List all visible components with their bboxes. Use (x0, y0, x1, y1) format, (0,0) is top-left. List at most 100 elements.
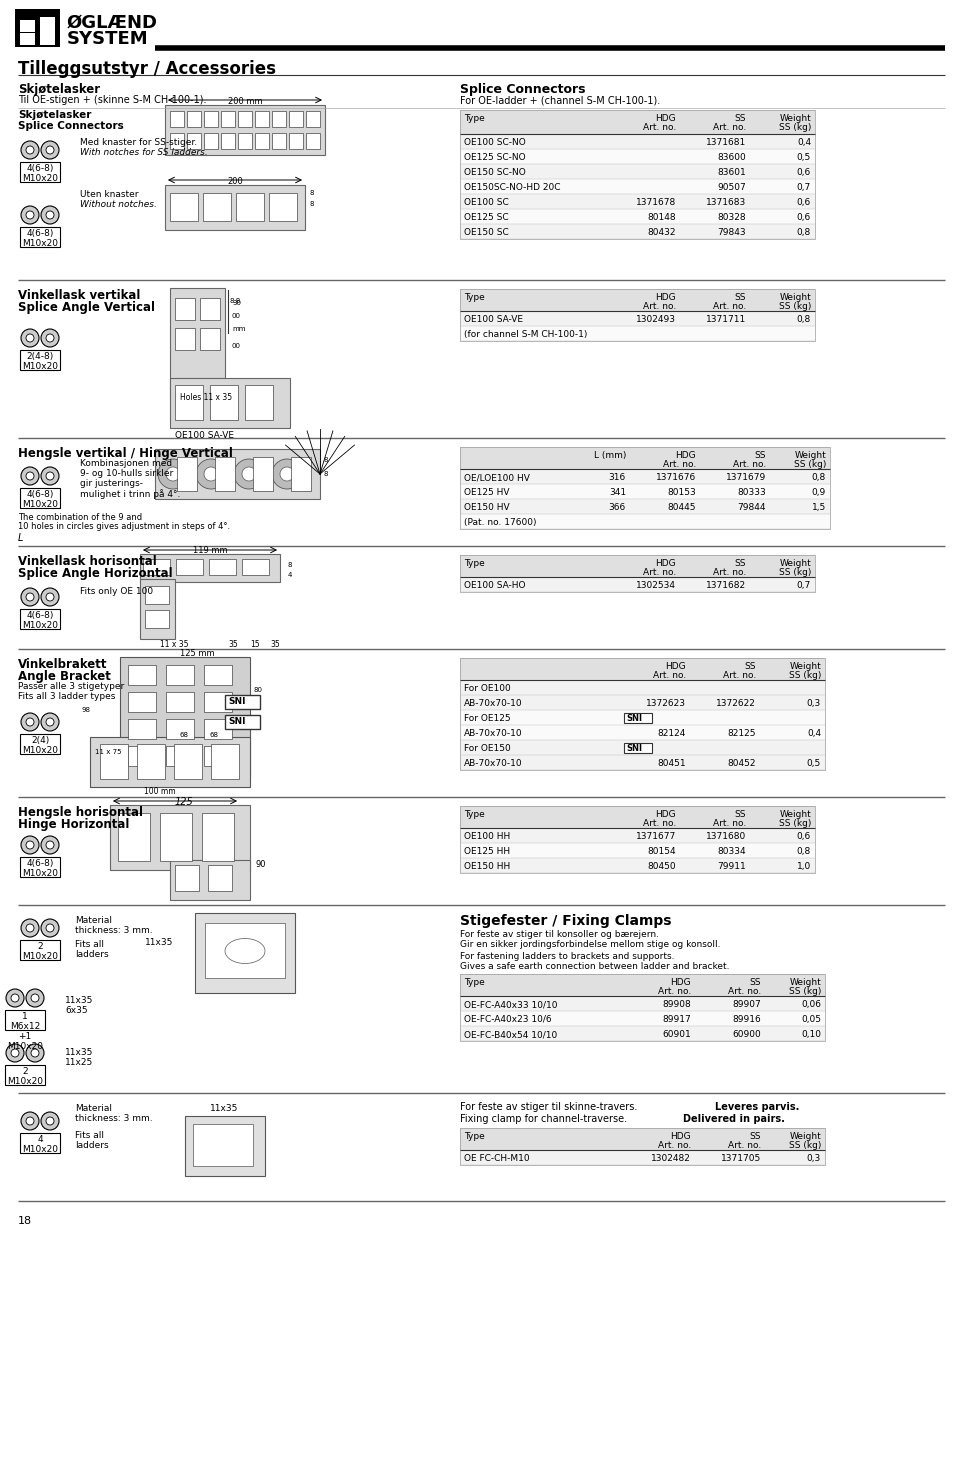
Bar (460, 578, 815, 592)
Bar (204, 664, 232, 685)
Text: 89916: 89916 (732, 1014, 761, 1025)
Circle shape (46, 472, 54, 481)
Bar (15, 22, 45, 29)
Text: 8: 8 (288, 562, 293, 567)
Text: Art. no.: Art. no. (728, 1141, 761, 1150)
Text: OE125 HV: OE125 HV (464, 488, 510, 497)
Text: 100 mm: 100 mm (144, 786, 176, 795)
Bar (221, 132, 235, 148)
Circle shape (41, 1111, 59, 1130)
Text: 35: 35 (228, 639, 238, 648)
Bar (460, 1127, 825, 1166)
Text: Art. no.: Art. no. (643, 567, 676, 578)
Text: 0,8: 0,8 (797, 847, 811, 856)
Bar (460, 858, 815, 873)
Text: 0,06: 0,06 (801, 1000, 821, 1008)
Text: (Pat. no. 17600): (Pat. no. 17600) (464, 517, 537, 528)
Bar (200, 328, 220, 350)
Text: 8: 8 (323, 470, 327, 476)
Bar (460, 110, 815, 240)
Text: 1371681: 1371681 (706, 138, 746, 147)
Text: 0,6: 0,6 (797, 213, 811, 222)
Bar (460, 514, 830, 529)
Bar (272, 132, 286, 148)
Bar (289, 112, 303, 126)
Bar (460, 134, 815, 148)
Text: SS (kg): SS (kg) (779, 123, 811, 132)
Bar (460, 725, 825, 739)
Text: For OE-ladder + (channel S-M CH-100-1).: For OE-ladder + (channel S-M CH-100-1). (460, 96, 660, 104)
Text: HDG: HDG (656, 810, 676, 819)
Circle shape (11, 1050, 19, 1057)
Bar (236, 193, 264, 220)
Text: 89917: 89917 (662, 1014, 691, 1025)
Text: Stigefester / Fixing Clamps: Stigefester / Fixing Clamps (460, 914, 671, 928)
Bar (460, 1026, 825, 1041)
Text: For OE125: For OE125 (464, 714, 511, 723)
Bar (460, 469, 830, 484)
Text: OE150 HH: OE150 HH (464, 861, 511, 872)
Text: Material: Material (75, 1104, 112, 1113)
Circle shape (46, 592, 54, 601)
Text: L (mm): L (mm) (593, 451, 626, 460)
Bar (460, 484, 830, 498)
Bar (460, 312, 815, 326)
Text: 1371705: 1371705 (721, 1154, 761, 1163)
Bar (120, 657, 250, 778)
Text: 11x35: 11x35 (65, 1048, 93, 1057)
Bar (90, 736, 250, 786)
Text: M6x12: M6x12 (10, 1022, 40, 1030)
Text: Splice Connectors: Splice Connectors (460, 82, 586, 96)
Text: (for channel S-M CH-100-1): (for channel S-M CH-100-1) (464, 329, 588, 340)
Bar (20, 32, 35, 46)
Bar (238, 132, 252, 148)
Bar (110, 806, 250, 870)
Text: M10x20: M10x20 (7, 1042, 43, 1051)
Bar (460, 223, 815, 240)
Text: 11 x 35: 11 x 35 (160, 639, 188, 648)
Bar (165, 185, 305, 229)
Circle shape (31, 994, 39, 1003)
Circle shape (26, 592, 34, 601)
Bar (20, 162, 60, 182)
Text: SNI: SNI (228, 697, 246, 706)
Bar (460, 1011, 825, 1026)
Text: 9- og 10-hulls sirkler: 9- og 10-hulls sirkler (80, 469, 173, 478)
Text: 80451: 80451 (658, 759, 686, 767)
Text: OE100 SA-HO: OE100 SA-HO (464, 581, 525, 589)
Text: M10x20: M10x20 (22, 1145, 58, 1154)
Text: 0,5: 0,5 (797, 153, 811, 162)
Circle shape (26, 212, 34, 219)
Text: 316: 316 (609, 473, 626, 482)
Bar (255, 112, 269, 126)
Circle shape (26, 925, 34, 932)
Text: Art. no.: Art. no. (658, 986, 691, 997)
Bar (460, 110, 815, 134)
Circle shape (41, 713, 59, 731)
Text: Type: Type (464, 1132, 485, 1141)
Text: M10x20: M10x20 (22, 869, 58, 878)
Bar (269, 193, 297, 220)
Text: SNI: SNI (228, 717, 246, 726)
Bar (460, 556, 815, 592)
Text: 35: 35 (270, 639, 279, 648)
Text: SNI: SNI (626, 744, 642, 753)
Text: 83601: 83601 (717, 168, 746, 176)
Text: 11x35: 11x35 (145, 938, 174, 947)
Text: 366: 366 (609, 503, 626, 512)
Text: 119 mm: 119 mm (193, 545, 228, 556)
Bar (460, 659, 825, 770)
Bar (128, 719, 156, 739)
Bar (15, 9, 60, 47)
Text: 341: 341 (609, 488, 626, 497)
Bar (460, 290, 815, 341)
Text: 200: 200 (228, 176, 243, 187)
Text: 4(6-8): 4(6-8) (26, 858, 54, 867)
Text: OE-FC-A40x23 10/6: OE-FC-A40x23 10/6 (464, 1014, 552, 1025)
Text: OE150 SC: OE150 SC (464, 228, 509, 237)
Text: HDG: HDG (656, 115, 676, 123)
Text: 0,8: 0,8 (797, 315, 811, 323)
Text: 80328: 80328 (717, 213, 746, 222)
Text: OE FC-CH-M10: OE FC-CH-M10 (464, 1154, 530, 1163)
Circle shape (26, 1044, 44, 1061)
